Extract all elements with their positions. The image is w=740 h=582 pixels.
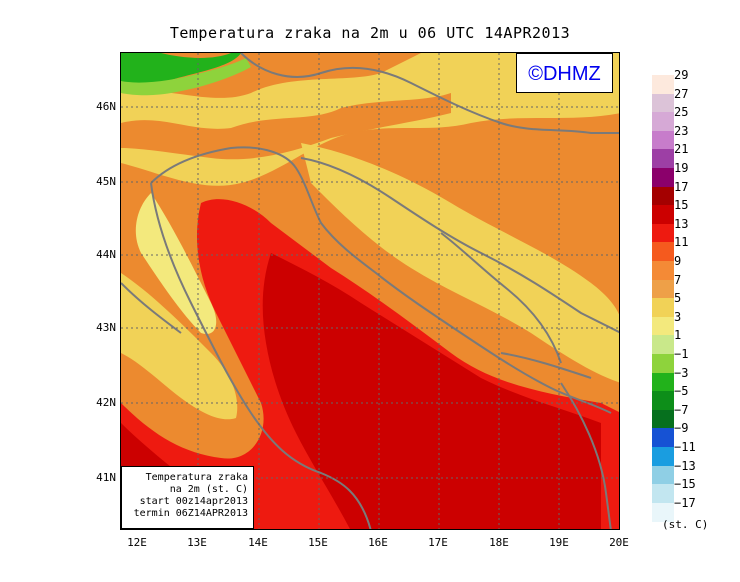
temperature-map [120,52,620,530]
legend-swatch [652,447,674,466]
legend-label: −3 [674,365,689,380]
legend-swatch [652,354,674,373]
lon-label-12e: 12E [127,536,147,549]
legend-label: 5 [674,291,682,306]
info-line-4: termin 06Z14APR2013 [133,508,248,519]
legend-swatch [652,298,674,318]
legend-swatch [652,391,674,411]
legend-label: 9 [674,254,682,268]
legend-label: 3 [674,309,682,324]
legend-label: −13 [674,458,696,473]
lon-label-13e: 13E [187,536,207,549]
legend-label: 15 [674,198,689,213]
legend-label: 25 [674,105,689,120]
legend-label: −15 [674,477,696,492]
lon-label-14e: 14E [248,536,268,549]
lon-label-15e: 15E [308,536,328,549]
legend-swatch [652,316,674,336]
legend-swatch [652,409,674,429]
lon-label-19e: 19E [549,536,569,549]
legend-swatch [652,428,674,448]
legend-label: 21 [674,142,689,157]
legend-label: −5 [674,384,689,399]
graticule [121,53,619,529]
lat-label-43n: 43N [96,321,116,334]
legend-swatch [652,465,674,485]
land-lightgreen-alps [121,58,251,96]
legend-swatch [652,279,674,299]
legend-label: 19 [674,161,689,175]
legend-label: 23 [674,123,689,138]
info-line-3: start 00z14apr2013 [139,496,248,507]
legend-label: −9 [674,421,689,436]
sea-deep [262,253,601,529]
info-box: Temperatura zraka na 2m (st. C) start 00… [121,466,254,529]
lat-label-44n: 44N [96,248,116,261]
coastlines [121,53,619,529]
lat-label-45n: 45N [96,175,116,188]
legend-swatch [652,372,674,392]
legend-label: −7 [674,402,689,417]
legend-label: −17 [674,495,696,510]
legend-swatch [652,502,674,522]
legend-unit: (st. C) [662,518,709,531]
legend-swatch [652,335,674,355]
land-orange-north [121,93,451,160]
legend-swatch [652,484,674,504]
legend-label: 29 [674,68,689,82]
legend-swatch [652,242,674,262]
legend-swatch [652,149,674,169]
legend-label: −1 [674,347,689,361]
legend-label: −11 [674,440,696,454]
legend-label: 27 [674,86,689,101]
legend-swatch [652,130,674,150]
lat-label-46n: 46N [96,100,116,113]
legend-swatch [652,223,674,243]
legend-label: 11 [674,235,689,250]
info-line-2: na 2m (st. C) [169,484,248,495]
legend-swatch [652,93,674,113]
lon-label-17e: 17E [428,536,448,549]
legend-label: 13 [674,216,689,231]
lat-label-41n: 41N [96,471,116,484]
legend-label: 17 [674,179,689,194]
land-green-alps [121,53,241,87]
land-yellow-italy-south [135,193,217,334]
legend-swatch [652,186,674,206]
dhmz-logo: ©DHMZ [516,53,613,93]
legend-swatch [652,112,674,132]
info-line-1: Temperatura zraka [145,472,248,483]
legend-swatch [652,75,674,94]
lon-label-16e: 16E [368,536,388,549]
legend-label: 1 [674,328,682,343]
legend-swatch [652,205,674,225]
map-title: Temperatura zraka na 2m u 06 UTC 14APR20… [169,24,571,42]
legend-label: 7 [674,272,682,287]
map-canvas [121,53,619,529]
legend-swatch [652,261,674,280]
lat-label-42n: 42N [96,396,116,409]
legend-swatch [652,168,674,187]
lon-label-18e: 18E [489,536,509,549]
lon-label-20e: 20E [609,536,629,549]
